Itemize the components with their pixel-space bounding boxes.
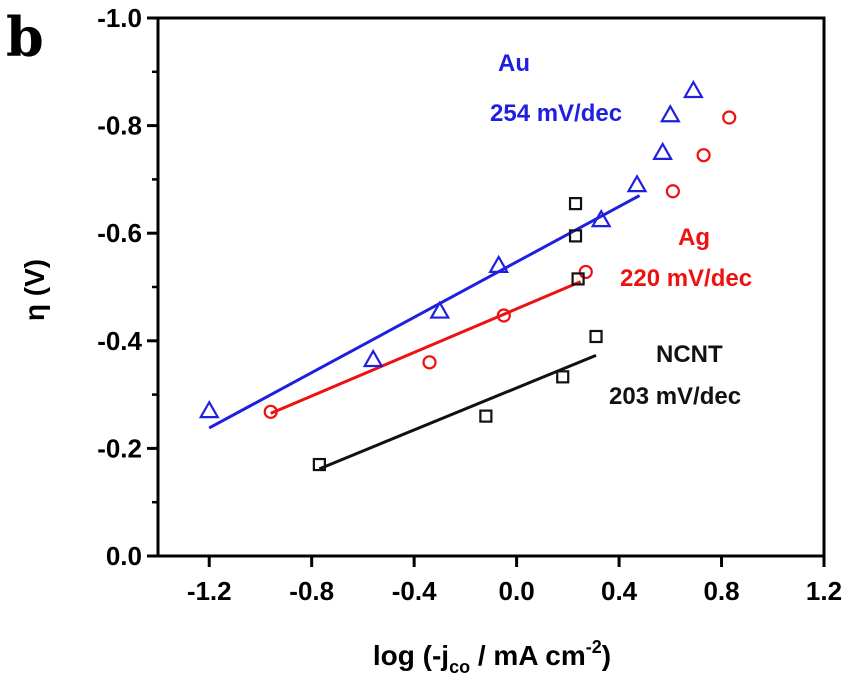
au-data-point	[488, 254, 510, 273]
ag-data-point	[422, 355, 437, 370]
ncnt-slope-label: 203 mV/dec	[609, 383, 741, 410]
ag-data-point	[696, 148, 711, 163]
ag-data-point	[578, 264, 593, 280]
ag-slope-label: 220 mV/dec	[620, 265, 752, 292]
au-data-point	[198, 400, 220, 419]
au-data-point	[362, 348, 384, 368]
x-tick-label: -1.2	[187, 576, 232, 606]
au-fit-line	[208, 194, 641, 430]
ag-data-point	[722, 110, 737, 125]
au-data-point	[652, 141, 674, 160]
au-data-point	[626, 174, 648, 193]
ncnt-data-point	[571, 272, 585, 286]
x-tick-label: -0.4	[392, 576, 437, 606]
y-tick-label: 0.0	[106, 541, 142, 571]
au-slope-label: 254 mV/dec	[490, 100, 622, 127]
ag-data-point	[665, 184, 680, 199]
data-points	[198, 79, 737, 472]
x-tick-label: -0.8	[289, 576, 334, 606]
au-data-point	[429, 300, 451, 319]
ag-data-point	[496, 308, 511, 323]
au-data-point	[659, 104, 681, 123]
axis-ticks	[147, 16, 826, 567]
ncnt-data-point	[312, 457, 326, 472]
x-tick-labels: -1.2 -0.8 -0.4 0.0 0.4 0.8 1.2	[187, 576, 842, 606]
y-tick-labels: -1.0 -0.8 -0.6 -0.4 -0.2 0.0	[97, 3, 142, 571]
ncnt-data-point	[589, 329, 603, 344]
x-tick-label: 0.0	[499, 576, 535, 606]
au-name-label: Au	[498, 50, 530, 77]
ag-name-label: Ag	[678, 224, 710, 251]
ncnt-fit-line	[318, 353, 597, 471]
y-tick-label: -1.0	[97, 3, 142, 33]
x-tick-label: 0.4	[601, 576, 638, 606]
ag-fit-line	[270, 280, 582, 415]
x-tick-label: 0.8	[703, 576, 739, 606]
ncnt-data-point	[568, 229, 583, 243]
y-tick-label: -0.2	[97, 433, 142, 463]
y-tick-label: -0.4	[97, 326, 142, 356]
fit-lines	[208, 194, 641, 471]
ag-data-point	[263, 404, 278, 419]
ncnt-data-point	[556, 370, 570, 384]
x-tick-label: 1.2	[806, 576, 842, 606]
au-data-point	[590, 209, 612, 228]
x-axis-label: log (-jco / mA cm-2)	[373, 637, 611, 677]
y-axis-label: η (V)	[19, 259, 50, 321]
y-tick-label: -0.8	[97, 111, 142, 141]
ncnt-name-label: NCNT	[656, 341, 723, 368]
panel-label: b	[6, 5, 44, 69]
au-data-point	[682, 79, 704, 99]
y-tick-label: -0.6	[97, 218, 142, 248]
ncnt-data-point	[568, 197, 583, 211]
ncnt-data-point	[479, 409, 493, 423]
